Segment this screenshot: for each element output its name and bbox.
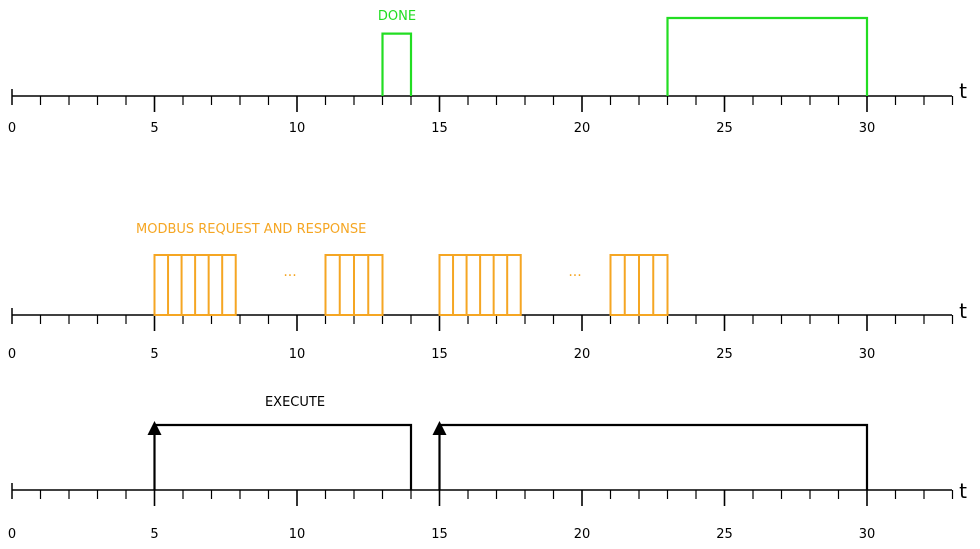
execute-tick-label: 25 bbox=[716, 527, 733, 542]
modbus-burst-1 bbox=[153, 254, 237, 316]
done-tick-label: 10 bbox=[289, 121, 306, 136]
execute-signal-label: EXECUTE bbox=[265, 395, 325, 410]
done-pulse-2 bbox=[666, 16, 869, 96]
execute-tick-label: 20 bbox=[574, 527, 591, 542]
execute-rising-edge-arrow bbox=[147, 421, 162, 435]
execute-tick-label: 10 bbox=[289, 527, 306, 542]
waveforms bbox=[147, 16, 869, 490]
time-axes: 0 5 10 15 20 25 30 0 5 10 15 20 25 30 0 5 10 15 20 25 30 bbox=[8, 89, 954, 542]
done-tick-label: 5 bbox=[150, 121, 158, 136]
modbus-tick-label: 30 bbox=[859, 347, 876, 362]
execute-pulse-2 bbox=[438, 423, 869, 490]
modbus-tick-label: 10 bbox=[289, 347, 306, 362]
done-tick-label: 20 bbox=[574, 121, 591, 136]
execute-rising-edge-arrow bbox=[432, 421, 447, 435]
modbus-signal-label: MODBUS REQUEST AND RESPONSE bbox=[136, 222, 366, 237]
execute-pulse-1 bbox=[153, 423, 413, 490]
modbus-burst-4 bbox=[609, 254, 669, 316]
modbus-tick-label: 5 bbox=[150, 347, 158, 362]
execute-tick-label: 30 bbox=[859, 527, 876, 542]
modbus-ellipsis-1: ... bbox=[283, 264, 296, 280]
done-tick-label: 15 bbox=[431, 121, 448, 136]
execute-tick-label: 0 bbox=[8, 527, 16, 542]
done-signal-label: DONE bbox=[378, 9, 416, 24]
modbus-axis-t-label: t bbox=[959, 299, 967, 323]
modbus-tick-label: 25 bbox=[716, 347, 733, 362]
done-axis-t-label: t bbox=[959, 79, 967, 103]
execute-axis-t-label: t bbox=[959, 479, 967, 503]
modbus-tick-label: 15 bbox=[431, 347, 448, 362]
modbus-tick-label: 0 bbox=[8, 347, 16, 362]
execute-tick-label: 15 bbox=[431, 527, 448, 542]
done-tick-label: 30 bbox=[859, 121, 876, 136]
execute-tick-label: 5 bbox=[150, 527, 158, 542]
done-pulse-1 bbox=[381, 32, 413, 96]
done-tick-label: 25 bbox=[716, 121, 733, 136]
modbus-tick-label: 20 bbox=[574, 347, 591, 362]
modbus-ellipsis-2: ... bbox=[568, 264, 581, 280]
done-tick-label: 0 bbox=[8, 121, 16, 136]
modbus-burst-3 bbox=[438, 254, 522, 316]
modbus-burst-2 bbox=[324, 254, 384, 316]
